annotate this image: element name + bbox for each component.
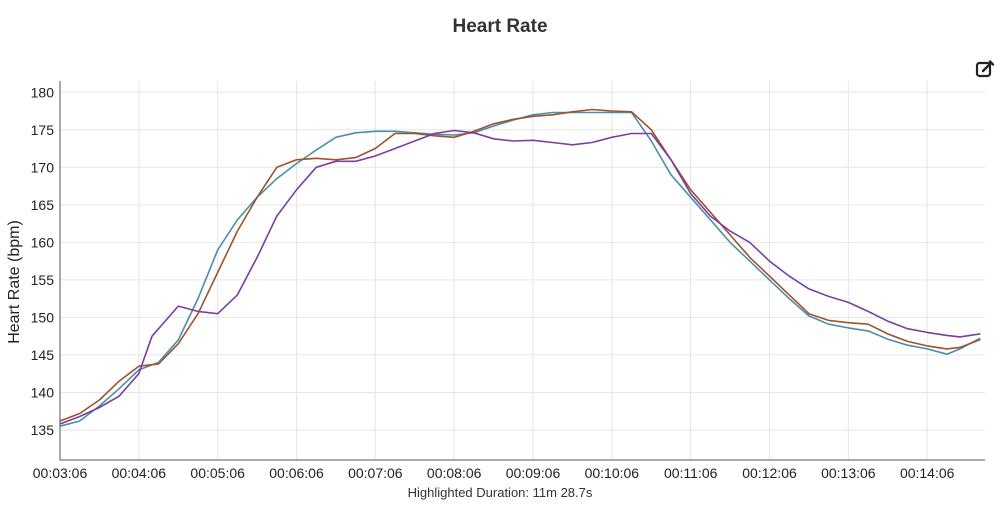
y-axis-label: Heart Rate (bpm) (6, 220, 23, 344)
axes (59, 81, 985, 461)
series-lines (59, 108, 981, 427)
series-line-1 (59, 111, 981, 427)
x-tick-label: 00:06:06 (269, 465, 324, 481)
y-tick-label: 135 (31, 422, 55, 438)
y-tick-label: 180 (31, 84, 55, 100)
x-tick-label: 00:04:06 (112, 465, 167, 481)
x-tick-label: 00:13:06 (821, 465, 876, 481)
x-tick-label: 00:09:06 (506, 465, 561, 481)
x-tick-label: 00:03:06 (33, 465, 88, 481)
x-tick-label: 00:14:06 (900, 465, 955, 481)
x-tick-label: 00:12:06 (742, 465, 797, 481)
x-tick-label: 00:05:06 (190, 465, 245, 481)
grid (59, 81, 985, 460)
series-line-3 (59, 129, 981, 425)
x-tick-label: 00:08:06 (427, 465, 482, 481)
x-tick-label: 00:11:06 (664, 465, 718, 481)
y-tick-label: 140 (31, 384, 55, 400)
x-tick-label: 00:10:06 (585, 465, 640, 481)
y-tick-label: 170 (31, 159, 55, 175)
chart-title: Heart Rate (452, 16, 548, 37)
y-tick-label: 145 (31, 347, 55, 363)
y-axis-ticks: 135 140 145 150 155 160 165 170 175 180 (31, 84, 55, 438)
x-axis-ticks: 00:03:06 00:04:06 00:05:06 00:06:06 00:07:06… (33, 465, 955, 481)
y-tick-label: 165 (31, 197, 55, 213)
highlighted-duration-label: Highlighted Duration: 11m 28.7s (407, 485, 593, 500)
y-tick-label: 160 (31, 234, 55, 250)
x-tick-label: 00:07:06 (348, 465, 403, 481)
series-line-2 (59, 108, 981, 422)
y-tick-label: 150 (31, 309, 55, 325)
y-tick-label: 155 (31, 272, 55, 288)
y-tick-label: 175 (31, 122, 55, 138)
edit-icon[interactable] (975, 59, 995, 79)
